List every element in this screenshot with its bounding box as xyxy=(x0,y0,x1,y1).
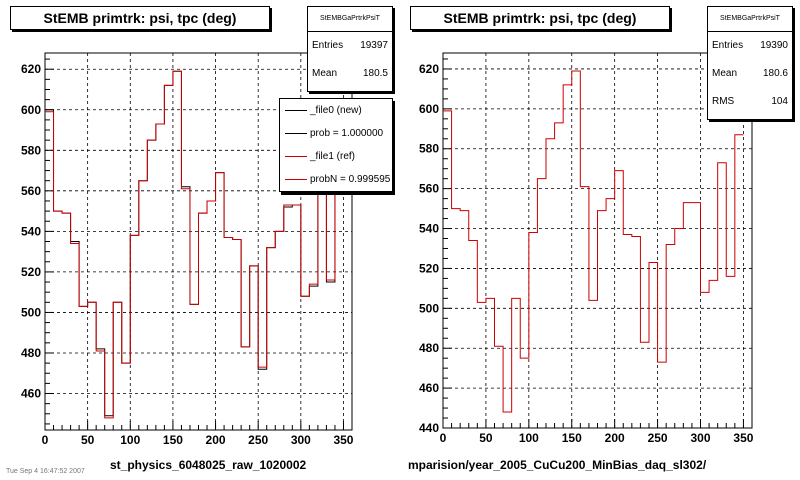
stats-value: 19397 xyxy=(360,40,388,51)
legend-swatch xyxy=(285,156,307,157)
x-tick-label: 50 xyxy=(479,431,493,445)
x-tick-label: 0 xyxy=(440,431,447,445)
y-tick-label: 460 xyxy=(21,387,41,401)
y-tick-label: 540 xyxy=(21,224,41,238)
y-tick-label: 520 xyxy=(419,261,439,275)
y-tick-label: 580 xyxy=(419,142,439,156)
legend-entry: _file0 (new) xyxy=(280,99,392,122)
panel2-stats-box: StEMBGaPrtrkPsiT Entries 19390 Mean 180.… xyxy=(707,6,793,120)
y-tick-label: 600 xyxy=(21,103,41,117)
stats-key: Mean xyxy=(312,68,338,79)
panel1-stats-name: StEMBGaPrtrkPsiT xyxy=(308,7,392,32)
x-tick-label: 250 xyxy=(248,433,268,447)
x-tick-label: 50 xyxy=(81,433,95,447)
x-tick-label: 300 xyxy=(690,431,710,445)
legend-label: probN = 0.999595 xyxy=(310,174,391,185)
y-tick-label: 540 xyxy=(419,222,439,236)
panel2-plot: 0 50 100 150 200 250 300 350 440 460 480 500 520 540 5… xyxy=(419,52,754,445)
y-tick-label: 520 xyxy=(21,265,41,279)
stats-value: 180.6 xyxy=(762,68,788,79)
legend-label: _file1 (ref) xyxy=(310,151,356,162)
panel2-stats-entries: Entries 19390 xyxy=(708,32,792,60)
legend-entry: probN = 0.999595 xyxy=(280,168,392,191)
series--file1-ref- xyxy=(45,70,344,419)
x-tick-label: 150 xyxy=(562,431,582,445)
stats-key: Mean xyxy=(712,68,738,79)
y-tick-label: 480 xyxy=(419,341,439,355)
legend-entry: _file1 (ref) xyxy=(280,145,392,168)
legend-entry: prob = 1.000000 xyxy=(280,122,392,145)
legend-label: _file0 (new) xyxy=(310,105,362,116)
panel2-stats-rms: RMS 104 xyxy=(708,88,792,116)
stats-value: 104 xyxy=(771,96,788,107)
panel2-title: StEMB primtrk: psi, tpc (deg) xyxy=(410,6,670,30)
x-tick-label: 150 xyxy=(163,433,183,447)
legend-label: prob = 1.000000 xyxy=(310,128,384,139)
y-tick-label: 500 xyxy=(21,305,41,319)
legend-swatch xyxy=(285,179,307,180)
stats-key: Entries xyxy=(712,40,744,51)
y-tick-label: 460 xyxy=(419,381,439,395)
footer-timestamp: Tue Sep 4 16:47:52 2007 xyxy=(6,468,85,475)
stats-value: 19390 xyxy=(760,40,788,51)
x-tick-label: 100 xyxy=(120,433,140,447)
legend-swatch xyxy=(285,110,307,111)
x-tick-label: 100 xyxy=(519,431,539,445)
panel1-file-label: st_physics_6048025_raw_1020002 xyxy=(110,458,307,472)
y-tick-label: 600 xyxy=(419,102,439,116)
legend-swatch xyxy=(285,133,307,134)
x-tick-label: 200 xyxy=(206,433,226,447)
y-tick-label: 560 xyxy=(21,184,41,198)
x-tick-label: 250 xyxy=(648,431,668,445)
x-tick-label: 350 xyxy=(733,431,753,445)
y-tick-label: 620 xyxy=(419,62,439,76)
stats-key: Entries xyxy=(312,40,344,51)
y-tick-label: 580 xyxy=(21,143,41,157)
panel1-stats-box: StEMBGaPrtrkPsiT Entries 19397 Mean 180.… xyxy=(307,6,393,92)
panel2-stats-mean: Mean 180.6 xyxy=(708,60,792,88)
panel1-stats-mean: Mean 180.5 xyxy=(308,60,392,88)
y-tick-label: 620 xyxy=(21,62,41,76)
panel2-file-label: mparision/year_2005_CuCu200_MinBias_daq_… xyxy=(408,458,707,472)
panel1-stats-entries: Entries 19397 xyxy=(308,32,392,60)
stats-key: RMS xyxy=(712,96,735,107)
x-tick-label: 0 xyxy=(42,433,49,447)
y-tick-label: 500 xyxy=(419,301,439,315)
stats-value: 180.5 xyxy=(362,68,388,79)
x-tick-label: 300 xyxy=(291,433,311,447)
series--file1-ref- xyxy=(443,70,744,413)
x-tick-label: 350 xyxy=(333,433,353,447)
panel2-stats-name: StEMBGaPrtrkPsiT xyxy=(708,7,792,32)
y-tick-label: 560 xyxy=(419,182,439,196)
y-tick-label: 440 xyxy=(419,421,439,435)
y-tick-label: 480 xyxy=(21,346,41,360)
panel1-legend: _file0 (new) prob = 1.000000 _file1 (ref… xyxy=(279,98,393,192)
x-tick-label: 200 xyxy=(605,431,625,445)
panel1-title: StEMB primtrk: psi, tpc (deg) xyxy=(10,6,270,30)
